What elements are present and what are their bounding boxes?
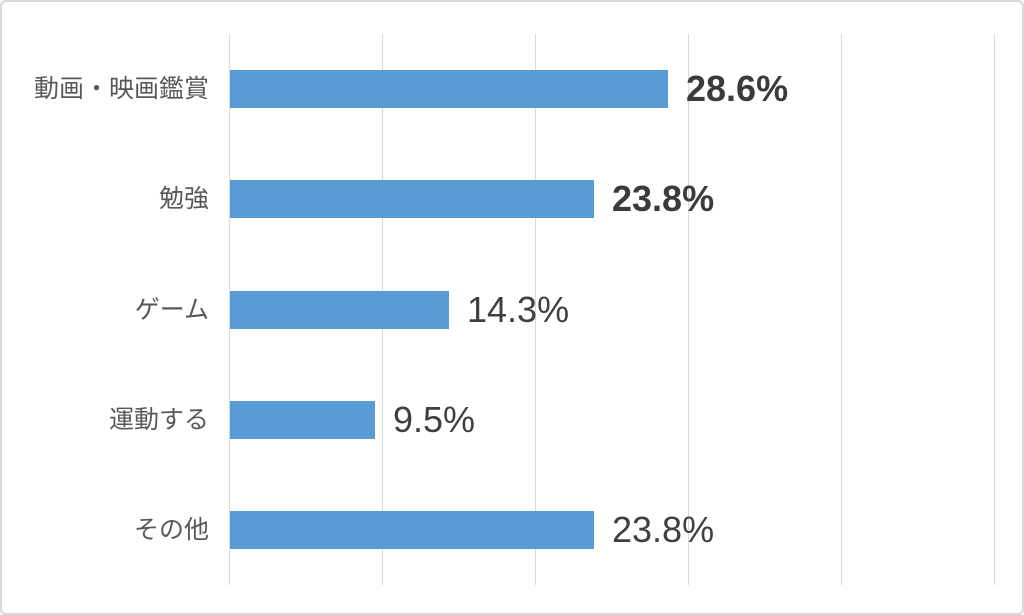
- value-label: 23.8%: [612, 178, 715, 219]
- vertical-gridline-20pct: [535, 34, 536, 585]
- bar: [230, 291, 449, 329]
- category-label: ゲーム: [134, 296, 209, 324]
- bar: [230, 180, 594, 218]
- vertical-gridline-50pct: [994, 34, 995, 585]
- bar: [230, 511, 594, 549]
- bar: [230, 70, 668, 108]
- bar: [230, 401, 375, 439]
- value-label: 9.5%: [393, 399, 476, 440]
- value-label: 23.8%: [612, 509, 715, 550]
- category-label: その他: [133, 516, 209, 544]
- category-label: 動画・映画鑑賞: [33, 75, 209, 103]
- category-label: 運動する: [108, 406, 209, 434]
- category-label: 勉強: [158, 185, 209, 213]
- vertical-gridline-40pct: [841, 34, 842, 585]
- value-label: 28.6%: [686, 68, 789, 109]
- value-label: 14.3%: [467, 289, 570, 330]
- vertical-gridline-30pct: [688, 34, 689, 585]
- vertical-gridline-0pct: [229, 34, 230, 585]
